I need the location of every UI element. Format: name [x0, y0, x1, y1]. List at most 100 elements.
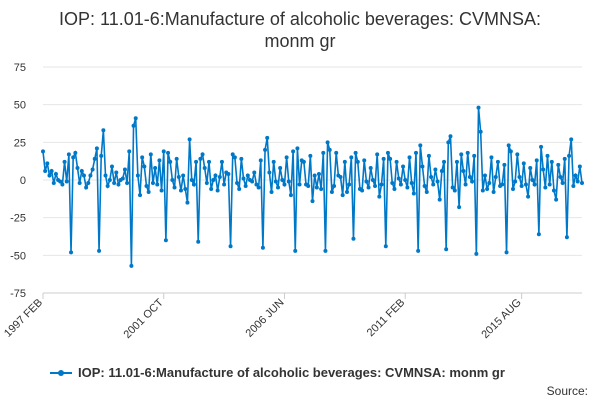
data-point: [157, 158, 162, 163]
legend[interactable]: IOP: 11.01-6:Manufacture of alcoholic be…: [50, 365, 505, 380]
data-point: [347, 182, 352, 187]
data-point: [183, 187, 188, 192]
data-point: [375, 152, 380, 157]
data-point: [396, 176, 401, 181]
data-point: [385, 150, 390, 155]
data-point: [495, 159, 500, 164]
data-point: [250, 179, 255, 184]
data-point: [258, 158, 263, 163]
data-point: [508, 149, 513, 154]
data-point: [478, 129, 483, 134]
data-point: [47, 173, 52, 178]
data-point: [411, 191, 416, 196]
data-point: [420, 164, 425, 169]
data-point: [426, 153, 431, 158]
data-point: [222, 182, 227, 187]
data-point: [112, 181, 117, 186]
data-point: [189, 178, 194, 182]
data-point: [178, 188, 183, 193]
data-point: [388, 156, 393, 161]
data-point: [241, 176, 246, 181]
legend-swatch: [50, 369, 72, 376]
data-point: [370, 178, 375, 182]
data-point: [116, 182, 121, 187]
data-point: [284, 155, 289, 160]
data-point: [196, 239, 201, 244]
data-point: [519, 184, 524, 189]
data-point: [276, 185, 281, 190]
data-point: [207, 159, 212, 164]
data-point: [418, 143, 423, 148]
data-point: [401, 164, 406, 169]
y-tick-label: 50: [14, 100, 26, 112]
data-point: [215, 188, 220, 193]
data-point: [114, 170, 119, 175]
data-point: [66, 152, 71, 157]
x-tick-label: 2015 AUG: [479, 297, 523, 341]
data-point: [45, 161, 50, 166]
data-point: [482, 173, 487, 178]
data-point: [465, 150, 470, 155]
data-point: [323, 248, 328, 253]
data-point: [239, 156, 244, 161]
data-point: [334, 150, 339, 155]
data-point: [547, 182, 552, 187]
data-point: [138, 193, 143, 198]
data-point: [230, 152, 235, 157]
data-point: [217, 174, 222, 179]
data-point: [405, 185, 410, 190]
data-point: [271, 159, 276, 164]
data-point: [161, 149, 166, 154]
data-point: [485, 187, 490, 192]
data-point: [564, 235, 569, 240]
data-point: [340, 193, 345, 198]
data-point: [99, 153, 104, 158]
x-tick-label: 1997 FEB: [2, 297, 45, 340]
data-point: [368, 165, 373, 170]
data-point: [269, 190, 274, 195]
data-point: [94, 146, 99, 151]
data-point: [260, 245, 265, 250]
data-point: [211, 178, 216, 182]
data-point: [532, 182, 537, 187]
data-point: [377, 194, 382, 199]
data-point: [416, 248, 421, 253]
data-point: [433, 167, 438, 172]
y-tick-label: 75: [14, 62, 26, 74]
data-point: [446, 140, 451, 145]
chart-title-line-1: IOP: 11.01-6:Manufacture of alcoholic be…: [59, 9, 541, 29]
data-point: [159, 188, 164, 193]
data-point: [364, 179, 369, 184]
chart-title-line-2: monm gr: [264, 31, 336, 51]
data-point: [502, 162, 507, 167]
data-point: [573, 173, 578, 178]
data-point: [245, 173, 250, 178]
data-point: [571, 184, 576, 189]
data-point: [511, 187, 516, 192]
data-point: [539, 144, 544, 149]
data-point: [569, 137, 574, 142]
data-point: [448, 134, 453, 139]
data-point: [243, 184, 248, 189]
data-point: [62, 159, 67, 164]
data-point: [461, 168, 466, 173]
data-point: [355, 159, 360, 164]
data-point: [517, 174, 522, 179]
data-point: [273, 179, 278, 184]
data-point: [166, 150, 171, 155]
data-point: [291, 149, 296, 154]
data-point: [551, 188, 556, 193]
data-point: [202, 165, 207, 170]
data-point: [489, 155, 494, 160]
data-point: [86, 181, 91, 186]
data-point: [558, 174, 563, 179]
data-point: [577, 164, 582, 169]
data-point: [437, 197, 442, 202]
data-point: [200, 152, 205, 157]
data-point: [71, 155, 76, 160]
data-point: [297, 182, 302, 187]
data-point: [394, 159, 399, 164]
data-point: [314, 185, 319, 190]
data-point: [140, 155, 145, 160]
data-point: [90, 167, 95, 172]
